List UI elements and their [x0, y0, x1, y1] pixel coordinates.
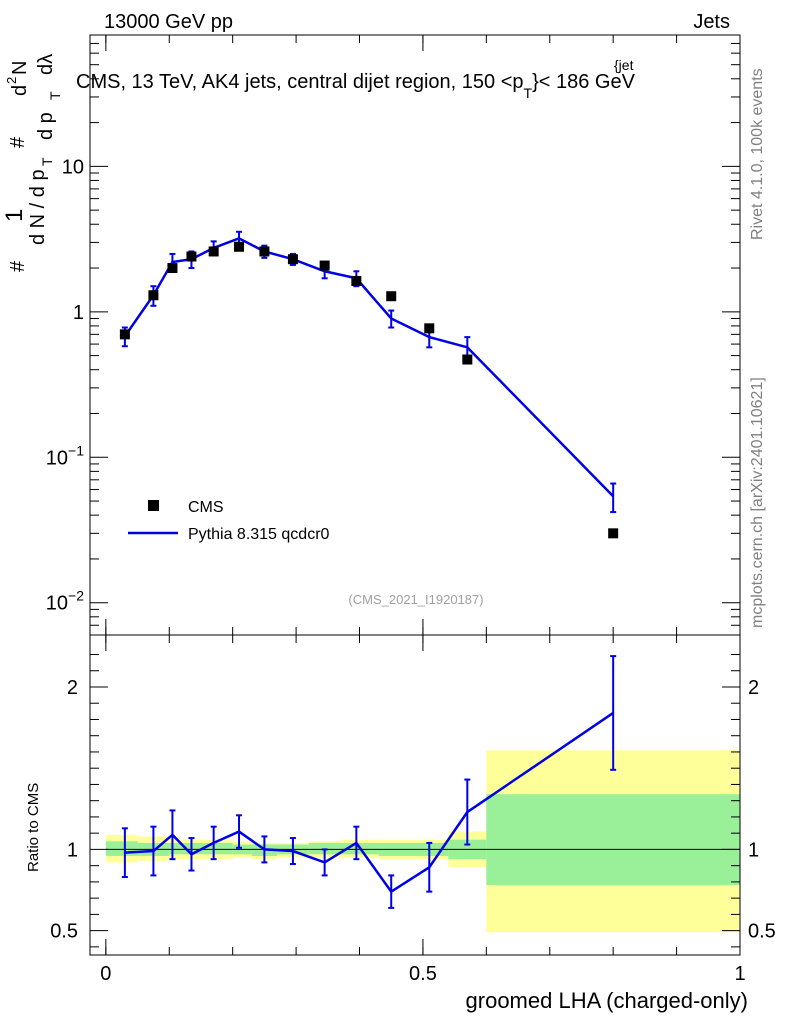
y-tick-label-exp: −1	[68, 442, 84, 458]
ratio-y-tick-label-right: 1	[748, 839, 759, 861]
main-plot-content	[119, 230, 619, 539]
ylabel-dlambda: dλ	[35, 54, 57, 75]
ratio-ylabel: Ratio to CMS	[25, 783, 42, 872]
y-tick-label: 1	[73, 302, 84, 324]
y-tick-label-base: 10	[46, 593, 68, 615]
ylabel-one: 1	[1, 209, 28, 222]
y-tick-label: 10−2	[46, 588, 84, 615]
ratio-y-tick-label-left: 0.5	[50, 921, 78, 943]
chart-title-sup: {jet	[614, 57, 634, 73]
cms-data-point	[167, 263, 178, 274]
ylabel-dn-dpt: d N / d p	[27, 169, 49, 245]
cms-data-point	[424, 323, 435, 334]
legend-pythia-label: Pythia 8.315 qcdcr0	[188, 526, 330, 543]
cms-data-point	[319, 260, 330, 271]
ylabel-two-sup: 2	[4, 77, 19, 84]
ylabel-hash-1: #	[7, 260, 29, 272]
ratio-y-tick-label-left: 2	[67, 677, 78, 699]
y-tick-label-exp: −2	[68, 588, 84, 604]
chart-title-sub: T	[524, 85, 533, 101]
ratio-y-tick-label-left: 1	[67, 839, 78, 861]
analysis-id-label: (CMS_2021_I1920187)	[348, 592, 483, 607]
x-tick-label: 1	[734, 963, 745, 985]
ratio-panel: 0 0.5 12 21 10.5 0.5	[50, 634, 776, 985]
source-label: mcplots.cern.ch [arXiv:2401.10621]	[749, 377, 766, 628]
legend: CMS Pythia 8.315 qcdcr0	[128, 499, 330, 543]
ylabel-t-sub: T	[39, 157, 55, 166]
pythia-line	[123, 236, 615, 498]
rivet-version-label: Rivet 4.1.0, 100k events	[749, 68, 766, 240]
chart-title-prefix: CMS, 13 TeV, AK4 jets, central dijet reg…	[76, 71, 524, 93]
y-tick-label-base: 10	[46, 447, 68, 469]
ratio-band-inner	[486, 794, 740, 886]
ylabel-dp: d p	[35, 112, 57, 140]
cms-data-point	[351, 275, 362, 286]
cms-data-point	[287, 254, 298, 265]
ratio-plot-content	[105, 655, 740, 933]
ratio-frame	[89, 634, 741, 956]
x-tick-label: 0.5	[409, 963, 437, 985]
ylabel-d: d	[9, 85, 31, 96]
cms-data-point	[386, 291, 397, 302]
ylabel-n: N	[9, 61, 31, 75]
cms-data-point	[186, 251, 197, 262]
cms-data-point	[462, 354, 473, 365]
main-frame	[89, 34, 741, 636]
y-tick-label: 10	[62, 156, 84, 178]
ratio-y-tick-label-right: 0.5	[748, 921, 776, 943]
ylabel-t-sub-2: T	[47, 91, 63, 100]
chart-title-suffix: }< 186 GeV	[532, 71, 636, 93]
y-tick-label: 10−1	[46, 442, 84, 469]
x-tick-label: 0	[100, 963, 111, 985]
cms-data-point	[148, 290, 159, 301]
cms-data-point	[208, 246, 219, 257]
legend-cms-label: CMS	[188, 499, 224, 516]
x-axis-label: groomed LHA (charged-only)	[466, 988, 748, 1013]
ratio-y-tick-label-right: 2	[748, 677, 759, 699]
chart-title: CMS, 13 TeV, AK4 jets, central dijet reg…	[76, 71, 636, 101]
legend-cms-marker	[148, 500, 159, 511]
ylabel-hash-2: #	[7, 136, 29, 148]
ratio-ticks: 0 0.5 12 21 10.5 0.5	[50, 635, 776, 985]
main-ylabel: # 1 d N / d p T # d 2 N d p T dλ	[1, 54, 63, 272]
cms-data-point	[119, 329, 130, 340]
ratio-pythia-line	[124, 711, 614, 894]
cms-data-point	[259, 246, 270, 257]
cms-data-point	[608, 528, 619, 539]
cms-data-point	[234, 241, 245, 252]
energy-label: 13000 GeV pp	[104, 11, 233, 33]
ratio-band-inner	[105, 841, 138, 856]
category-label: Jets	[693, 11, 730, 33]
